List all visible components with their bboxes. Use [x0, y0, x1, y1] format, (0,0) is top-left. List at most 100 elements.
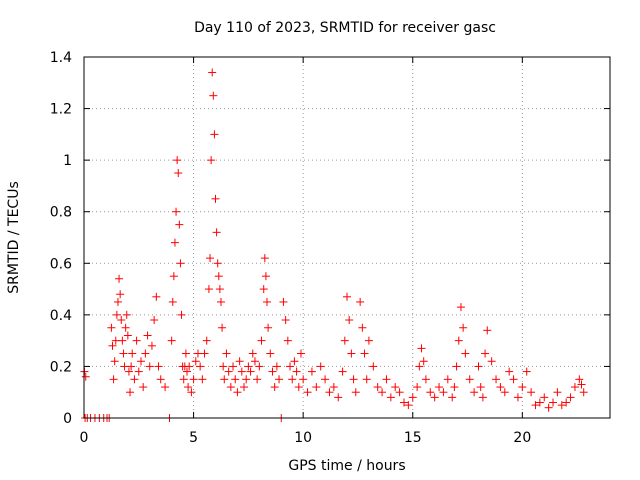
data-point [395, 388, 404, 397]
data-point [154, 362, 163, 371]
data-point [139, 383, 148, 392]
data-point [364, 336, 373, 345]
data-point [176, 259, 185, 268]
data-point [261, 272, 270, 281]
data-point [272, 362, 281, 371]
data-point [246, 367, 255, 376]
y-tick-label: 0 [63, 411, 72, 427]
x-tick-label: 0 [80, 430, 89, 446]
data-point [250, 357, 259, 366]
data-point [275, 375, 284, 384]
data-point [229, 362, 238, 371]
data-point [173, 156, 182, 165]
data-point [283, 336, 292, 345]
data-point [356, 297, 365, 306]
data-point [124, 367, 133, 376]
data-point [557, 401, 566, 410]
data-point [191, 357, 200, 366]
data-point [183, 367, 192, 376]
data-point [119, 349, 128, 358]
data-point [175, 220, 184, 229]
data-point [145, 362, 154, 371]
data-point [208, 68, 217, 77]
data-point [570, 383, 579, 392]
data-point [540, 393, 549, 402]
data-point [329, 383, 338, 392]
x-tick-label: 20 [513, 430, 531, 446]
data-point [122, 310, 131, 319]
data-point [202, 336, 211, 345]
axis-ticks: 0 0.2 0.4 0.6 0.8 1 1.2 1.4 0 5 10 15 20 [50, 50, 610, 446]
y-axis-label: SRMTID / TECUs [6, 181, 22, 294]
data-point [351, 388, 360, 397]
data-point [404, 401, 413, 410]
data-point [316, 362, 325, 371]
data-point [487, 357, 496, 366]
y-tick-label: 0.6 [50, 256, 72, 272]
data-point [454, 336, 463, 345]
data-point [562, 398, 571, 407]
data-point [470, 388, 479, 397]
data-point [168, 297, 177, 306]
data-point [292, 367, 301, 376]
data-point [386, 393, 395, 402]
data-point [212, 228, 221, 237]
data-point [177, 310, 186, 319]
data-point [259, 285, 268, 294]
data-point [544, 403, 553, 412]
data-point [196, 362, 205, 371]
data-point [478, 393, 487, 402]
data-point [220, 375, 229, 384]
data-point [439, 388, 448, 397]
data-point [288, 375, 297, 384]
chart-title: Day 110 of 2023, SRMTID for receiver gas… [194, 20, 496, 36]
data-point [118, 336, 127, 345]
plot-frame [83, 56, 611, 419]
data-point [219, 362, 228, 371]
data-point [281, 316, 290, 325]
data-point [579, 388, 588, 397]
data-point [156, 375, 165, 384]
data-point [266, 349, 275, 358]
data-point [134, 367, 143, 376]
data-point [566, 393, 575, 402]
data-point [150, 316, 159, 325]
data-point [152, 292, 161, 301]
data-point [334, 393, 343, 402]
data-point [257, 336, 266, 345]
data-point [430, 393, 439, 402]
data-point [214, 272, 223, 281]
data-point [210, 130, 219, 139]
data-point [216, 297, 225, 306]
x-tick-label: 15 [404, 430, 422, 446]
y-tick-label: 0.8 [50, 205, 72, 221]
data-point [126, 388, 135, 397]
data-point [531, 401, 540, 410]
data-point [213, 259, 222, 268]
data-point [452, 362, 461, 371]
data-point [218, 323, 227, 332]
data-point [426, 388, 435, 397]
data-point [260, 254, 269, 263]
data-point [127, 362, 136, 371]
data-point [121, 323, 130, 332]
data-point [116, 290, 125, 299]
data-point [81, 372, 90, 381]
data-point [113, 297, 122, 306]
data-point [263, 297, 272, 306]
data-point [294, 383, 303, 392]
data-point [268, 367, 277, 376]
data-point [299, 375, 308, 384]
data-point [167, 336, 176, 345]
data-point [459, 323, 468, 332]
data-point [169, 272, 178, 281]
data-point [419, 357, 428, 366]
data-point [132, 336, 141, 345]
data-point [204, 285, 213, 294]
data-point [509, 375, 518, 384]
data-point [141, 349, 150, 358]
x-axis-label: GPS time / hours [288, 458, 405, 474]
data-point [239, 383, 248, 392]
data-point [128, 349, 137, 358]
